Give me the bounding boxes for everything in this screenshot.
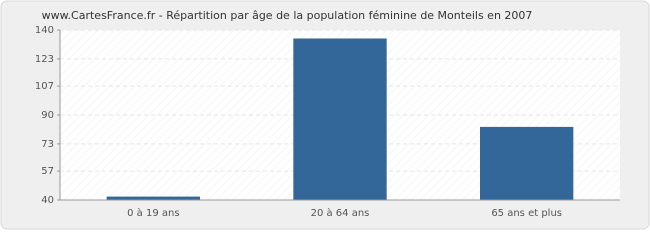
y-tick-label: 123: [35, 54, 54, 65]
bar: [480, 126, 574, 200]
chart: www.CartesFrance.fr - Répartition par âg…: [0, 0, 650, 230]
y-tick-label: 107: [35, 81, 54, 92]
chart-title: www.CartesFrance.fr - Répartition par âg…: [42, 9, 533, 22]
y-tick-label: 57: [41, 166, 54, 177]
x-tick-label: 65 ans et plus: [491, 208, 562, 219]
x-tick-label: 0 à 19 ans: [127, 207, 179, 219]
y-tick-label: 90: [41, 110, 54, 121]
bar: [293, 38, 387, 200]
x-tick-label: 20 à 64 ans: [311, 207, 370, 219]
y-tick-label: 40: [41, 195, 54, 206]
y-tick-label: 140: [35, 25, 54, 36]
y-tick-label: 73: [41, 139, 54, 150]
bar: [106, 196, 200, 200]
